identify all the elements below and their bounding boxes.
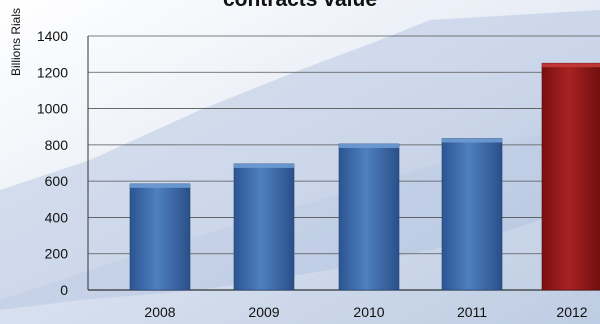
bar-2010 bbox=[338, 143, 400, 291]
y-tick-label: 400 bbox=[45, 209, 69, 225]
chart-title: contracts value bbox=[223, 0, 377, 11]
y-tick-labels: 0 200 400 600 800 1000 1200 1400 bbox=[37, 28, 68, 298]
bar-top-highlight bbox=[234, 163, 294, 168]
bar-2011 bbox=[441, 138, 503, 291]
x-tick-label: 2011 bbox=[457, 304, 487, 320]
y-tick-label: 1400 bbox=[37, 28, 68, 44]
bar-2008 bbox=[129, 183, 191, 291]
y-tick-label: 800 bbox=[45, 137, 69, 153]
bar-top-highlight bbox=[339, 143, 399, 148]
y-tick-label: 200 bbox=[45, 246, 69, 262]
x-tick-label: 2012 bbox=[556, 304, 587, 320]
bar-2009 bbox=[233, 163, 295, 291]
y-tick-label: 1000 bbox=[37, 101, 68, 117]
bars bbox=[129, 62, 600, 291]
y-tick-label: 0 bbox=[60, 282, 68, 298]
bar-top-highlight bbox=[442, 138, 502, 143]
y-tick-label: 600 bbox=[45, 173, 69, 189]
x-tick-label: 2008 bbox=[144, 304, 175, 320]
x-tick-label: 2010 bbox=[353, 304, 384, 320]
y-tick-label: 1200 bbox=[37, 64, 68, 80]
x-tick-labels: 2008 2009 2010 2011 2012 bbox=[144, 304, 587, 320]
x-tick-label: 2009 bbox=[248, 304, 279, 320]
bar-top-highlight bbox=[130, 183, 190, 188]
y-axis-label: Billions Rials bbox=[9, 8, 23, 76]
bar-2012 bbox=[541, 62, 600, 291]
bar-top-highlight bbox=[542, 63, 600, 68]
